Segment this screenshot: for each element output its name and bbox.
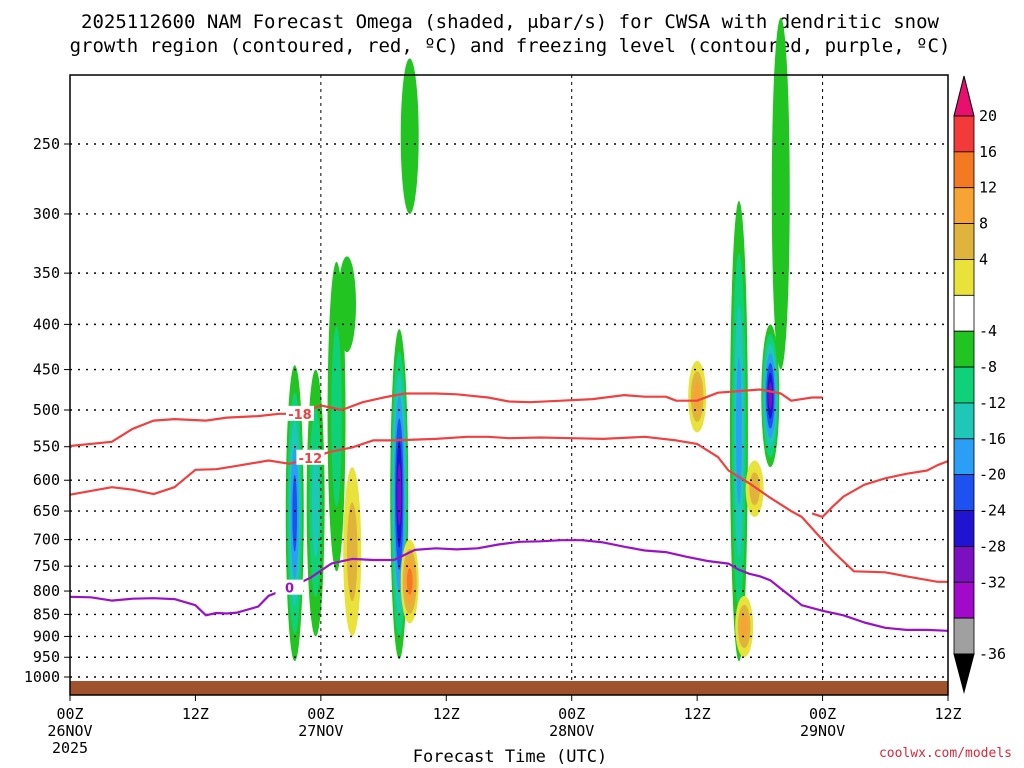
omega-cell-10-level-6 [768,382,773,410]
colorbar-label-8: -16 [979,430,1006,448]
colorbar-label-4: 4 [979,250,988,268]
omega-cell-5-level-0 [400,58,419,214]
omega-cell-9-level-3 [736,357,742,505]
xtick-label-2: 00Z [307,705,334,723]
colorbar-segment-9 [953,402,975,440]
xtick-date-0: 26NOV [47,722,92,740]
ytick-label-250: 250 [33,135,60,153]
ytick-label-350: 350 [33,264,60,282]
colorbar-segment-8 [953,366,975,404]
colorbar-segment-15 [953,617,975,655]
contour-2 [811,460,949,518]
ytick-label-950: 950 [33,648,60,666]
contour-label-0: -18 [288,408,312,423]
omega-cell-7-level-1 [346,502,358,602]
chart-title-line2: growth region (contoured, red, ºC) and f… [70,35,951,57]
ytick-label-600: 600 [33,471,60,489]
colorbar-label-2: 12 [979,179,997,197]
xtick-label-1: 12Z [182,705,209,723]
omega-cell-6-level-3 [406,568,413,595]
xtick-year-0: 2025 [52,739,88,757]
colorbar-label-11: -28 [979,537,1006,555]
ytick-label-550: 550 [33,438,60,456]
colorbar-segment-6 [953,294,975,332]
colorbar-segment-14 [953,581,975,619]
colorbar-label-12: -32 [979,573,1006,591]
xtick-label-6: 00Z [809,705,836,723]
xtick-date-2: 27NOV [298,722,343,740]
contour-label-bg-0 [285,405,314,421]
ytick-label-650: 650 [33,502,60,520]
colorbar-label-1: 16 [979,143,997,161]
contour-label-1: -12 [299,452,323,467]
pressure-gridlines [70,75,948,695]
colorbar-arrow-top [953,75,975,117]
contour-3 [69,539,949,632]
xtick-date-4: 28NOV [549,722,594,740]
plot-area: -18 -12 0 [69,17,949,696]
colorbar-segment-13 [953,546,975,583]
ground-terrain [70,681,948,695]
ytick-label-850: 850 [33,605,60,623]
colorbar-legend: 20 16 12 8 4 -4 -8 -12 -16 -20 -24 -28 -32 -36 [953,75,1006,694]
xtick-label-3: 12Z [433,705,460,723]
colorbar-label-3: 8 [979,215,988,233]
colorbar-segment-5 [953,259,975,296]
contour-0 [69,388,823,448]
contour-1 [69,435,948,583]
chart-title-line1: 2025112600 NAM Forecast Omega (shaded, μ… [81,11,939,33]
colorbar-label-0: 20 [979,107,997,125]
ytick-label-300: 300 [33,205,60,223]
xtick-date-6: 29NOV [800,722,845,740]
xtick-label-4: 00Z [558,705,585,723]
colorbar-segment-7 [953,330,975,368]
colorbar-segment-1 [953,115,975,153]
colorbar-label-10: -24 [979,502,1006,520]
xtick-label-5: 12Z [684,705,711,723]
omega-cell-4-level-6 [397,462,402,526]
contour-label-bg-1 [296,449,325,465]
plot-background [70,75,948,695]
colorbar-label-6: -8 [979,358,997,376]
omega-cell-8-level-2 [693,381,701,412]
xtick-label-7: 12Z [934,705,961,723]
ytick-label-1000: 1000 [24,668,60,686]
ytick-label-750: 750 [33,557,60,575]
colorbar-segment-11 [953,474,975,511]
x-axis-label: Forecast Time (UTC) [413,747,607,767]
colorbar-label-7: -12 [979,394,1006,412]
ytick-label-800: 800 [33,582,60,600]
omega-cell-3-level-0 [337,256,356,353]
y-axis-pressure-ticks: 250 300 350 400 450 500 550 600 650 700 750 800 850 9… [24,135,70,686]
omega-cell-1-level-2 [311,448,320,558]
omega-cell-13-level-2 [740,613,748,640]
contour-label-bg-3 [275,579,304,595]
omega-cell-11-level-0 [771,17,790,370]
ytick-label-450: 450 [33,361,60,379]
colorbar-arrow-bottom [953,653,975,694]
contour-lines: -18 -12 0 [69,388,949,632]
colorbar-label-5: -4 [979,322,997,340]
contour-label-3: 0 [285,582,294,597]
colorbar-segment-12 [953,510,975,547]
xtick-label-0: 00Z [56,705,83,723]
ytick-label-500: 500 [33,401,60,419]
omega-cell-12-level-1 [749,472,760,506]
colorbar-segment-3 [953,187,975,225]
colorbar-segment-4 [953,223,975,260]
colorbar-segment-10 [953,438,975,476]
omega-cell-0-level-4 [292,474,298,552]
omega-cell-2-level-1 [331,326,342,507]
colorbar-label-13: -36 [979,645,1006,663]
colorbar-label-9: -20 [979,466,1006,484]
ytick-label-900: 900 [33,627,60,645]
ytick-label-700: 700 [33,531,60,549]
colorbar-segment-2 [953,151,975,189]
omega-shading [285,17,790,662]
credit-text: coolwx.com/models [879,746,1012,761]
plot-frame [69,74,949,696]
ytick-label-400: 400 [33,315,60,333]
